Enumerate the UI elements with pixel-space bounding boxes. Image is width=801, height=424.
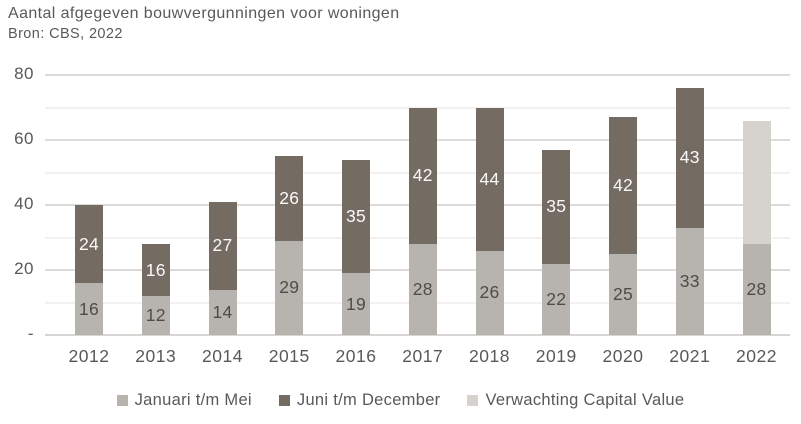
x-axis-label-2020: 2020 <box>602 346 644 366</box>
bar-segment-jan-2019: 22 <box>542 263 571 335</box>
y-axis-tick-label: 60 <box>14 129 34 148</box>
bar-value-label: 43 <box>679 147 700 168</box>
bar-value-label: 19 <box>345 293 367 314</box>
bar-value-label: 26 <box>279 188 300 208</box>
y-axis-tick-label: 80 <box>14 64 34 83</box>
legend-swatch-verw-icon <box>467 395 479 406</box>
bar-segment-jan-2015: 29 <box>275 240 304 335</box>
x-axis-label-2022: 2022 <box>736 346 777 366</box>
x-axis-label-2013: 2013 <box>135 346 177 366</box>
x-axis-label-2019: 2019 <box>535 346 577 366</box>
bar-segment-jun-2017: 42 <box>408 107 437 244</box>
bar-value-label: 25 <box>612 283 634 304</box>
x-axis-line <box>45 334 790 336</box>
x-axis-label-2015: 2015 <box>268 346 310 366</box>
bar-value-label: 26 <box>479 282 500 303</box>
bar-value-label: 14 <box>212 301 233 322</box>
legend-label: Januari t/m Mei <box>134 391 252 409</box>
bar-segment-verw-2022 <box>742 120 771 244</box>
bar-segment-jun-2015: 26 <box>275 156 304 241</box>
x-axis-label-2018: 2018 <box>469 346 510 366</box>
bar-value-label: 29 <box>279 277 300 298</box>
legend-swatch-jun-icon <box>278 395 290 406</box>
y-axis-tick-label: - <box>27 324 34 343</box>
legend-swatch-jan-icon <box>116 395 128 406</box>
legend: Januari t/m Mei Juni t/m December Verwac… <box>0 391 801 410</box>
x-axis-label-2017: 2017 <box>402 346 444 366</box>
x-axis-label-2012: 2012 <box>68 346 110 366</box>
bar-value-label: 22 <box>546 288 567 309</box>
bar-segment-jan-2016: 19 <box>342 273 370 335</box>
bar-segment-jan-2017: 28 <box>408 244 437 335</box>
bar-value-label: 16 <box>78 298 100 319</box>
bar-segment-jun-2018: 44 <box>475 107 504 251</box>
x-axis-label-2014: 2014 <box>202 346 243 366</box>
bar-segment-jan-2012: 16 <box>75 283 103 335</box>
bar-value-label: 42 <box>612 175 634 195</box>
bar-value-label: 28 <box>412 279 433 299</box>
bar-segment-jun-2016: 35 <box>342 159 370 274</box>
legend-label: Juni t/m December <box>296 391 441 409</box>
legend-item-juni-tm-december: Juni t/m December <box>278 391 441 410</box>
bar-value-label: 35 <box>546 196 567 217</box>
bar-segment-jun-2013: 16 <box>141 244 170 296</box>
bar-segment-jan-2014: 14 <box>208 289 237 335</box>
bar-segment-jan-2022: 28 <box>742 244 771 335</box>
bar-segment-jan-2020: 25 <box>609 253 637 335</box>
bar-segment-jan-2018: 26 <box>475 250 504 335</box>
y-axis-tick-label: 20 <box>14 259 34 278</box>
x-axis-label-2021: 2021 <box>669 346 711 366</box>
bar-value-label: 33 <box>679 270 700 291</box>
x-axis-label-2016: 2016 <box>335 346 377 366</box>
bar-segment-jun-2020: 42 <box>609 117 637 254</box>
legend-item-januari-tm-mei: Januari t/m Mei <box>116 391 252 410</box>
bar-segment-jun-2014: 27 <box>208 201 237 290</box>
bar-value-label: 28 <box>746 279 767 299</box>
bar-segment-jun-2019: 35 <box>542 149 571 264</box>
bar-segment-jan-2013: 12 <box>141 296 170 335</box>
bar-segment-jun-2021: 43 <box>675 88 704 228</box>
bar-value-label: 42 <box>412 165 433 186</box>
bar-segment-jan-2021: 33 <box>675 227 704 335</box>
gridline-major <box>45 74 790 76</box>
chart-subtitle: Bron: CBS, 2022 <box>8 26 123 42</box>
bar-value-label: 27 <box>212 235 233 256</box>
bar-value-label: 12 <box>145 305 166 325</box>
bar-value-label: 44 <box>479 168 500 189</box>
bar-value-label: 16 <box>145 259 166 280</box>
y-axis-tick-label: 40 <box>14 194 34 213</box>
legend-item-verwachting-capital-value: Verwachting Capital Value <box>467 391 684 410</box>
legend-label: Verwachting Capital Value <box>485 391 685 409</box>
bar-value-label: 35 <box>345 205 367 226</box>
bar-value-label: 24 <box>78 233 100 254</box>
bar-segment-jun-2012: 24 <box>75 205 103 283</box>
chart-title: Aantal afgegeven bouwvergunningen voor w… <box>8 5 400 22</box>
